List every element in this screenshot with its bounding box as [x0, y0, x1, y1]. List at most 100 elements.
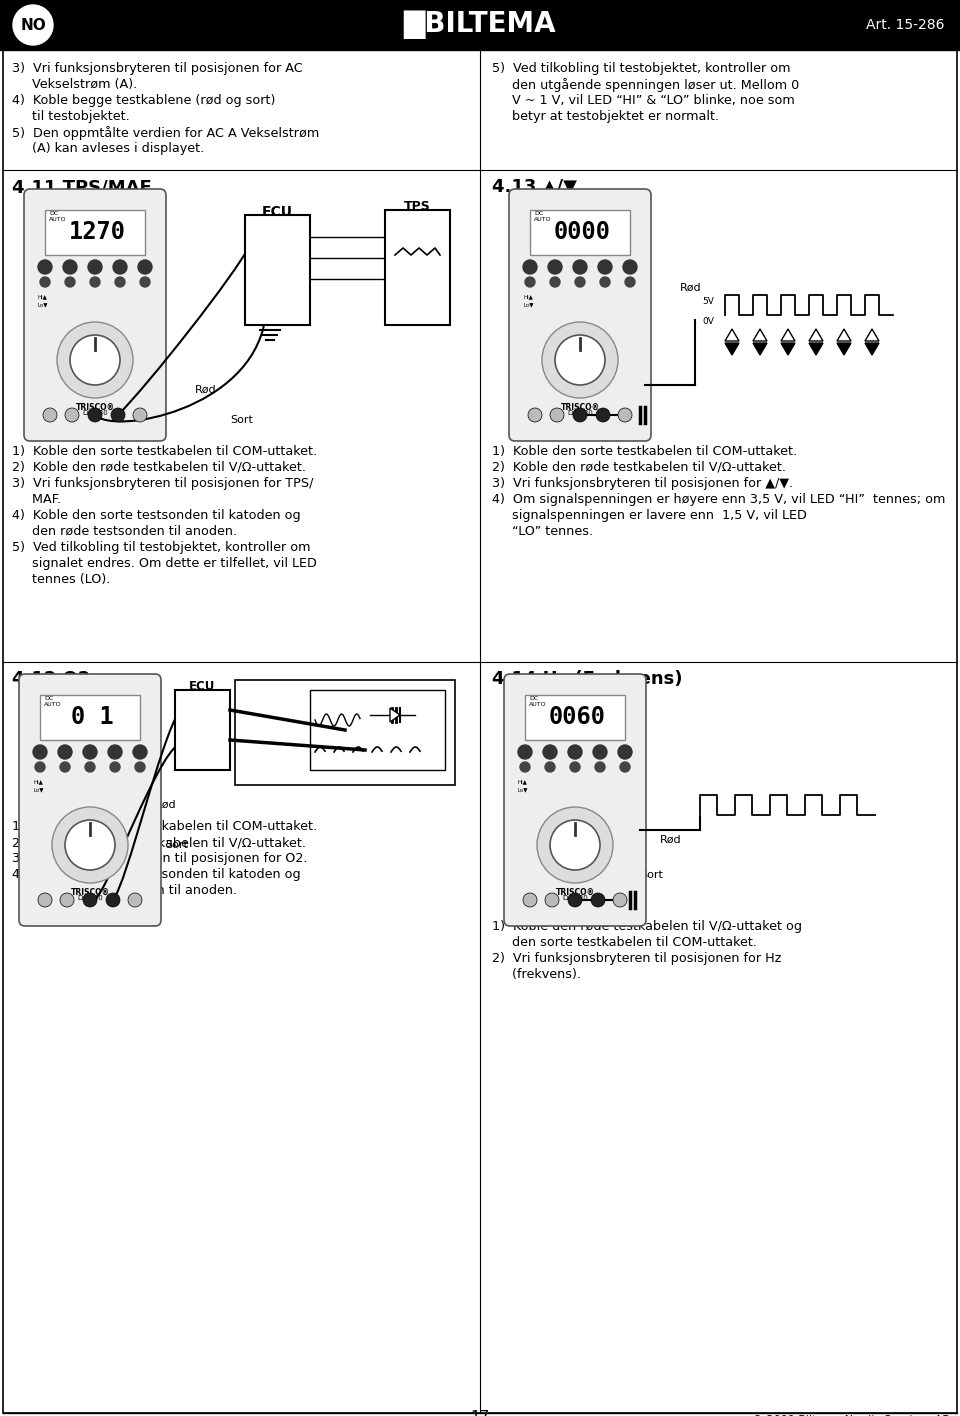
Circle shape	[128, 893, 142, 908]
Text: Hi▲: Hi▲	[33, 779, 43, 784]
Circle shape	[90, 278, 100, 287]
Text: 4)  Koble den sorte testsonden til katoden og: 4) Koble den sorte testsonden til katode…	[12, 508, 300, 523]
Text: 1)  Koble den røde testkabelen til V/Ω-uttaket og: 1) Koble den røde testkabelen til V/Ω-ut…	[492, 920, 802, 933]
Circle shape	[623, 261, 637, 275]
Text: Sort: Sort	[590, 433, 612, 443]
Text: MAF.: MAF.	[12, 493, 61, 506]
Text: Vekselstrøm (A).: Vekselstrøm (A).	[12, 78, 137, 91]
Text: “LO” tennes.: “LO” tennes.	[492, 525, 593, 538]
Text: betyr at testobjektet er normalt.: betyr at testobjektet er normalt.	[492, 110, 719, 123]
Text: V ~ 1 V, vil LED “HI” & “LO” blinke, noe som: V ~ 1 V, vil LED “HI” & “LO” blinke, noe…	[492, 93, 795, 108]
Text: 4.13 ▲/▼: 4.13 ▲/▼	[492, 178, 577, 195]
Circle shape	[548, 261, 562, 275]
Circle shape	[43, 408, 57, 422]
Text: TRISCO®: TRISCO®	[70, 888, 109, 896]
Circle shape	[543, 745, 557, 759]
Text: 3)  Vri funksjonsbryteren til posisjonen for O2.: 3) Vri funksjonsbryteren til posisjonen …	[12, 852, 307, 865]
Text: TRISCO®: TRISCO®	[76, 404, 114, 412]
Text: 4.12 O2: 4.12 O2	[12, 670, 90, 688]
Text: 3)  Vri funksjonsbryteren til posisjonen for TPS/: 3) Vri funksjonsbryteren til posisjonen …	[12, 477, 313, 490]
Text: █BILTEMA: █BILTEMA	[404, 11, 556, 40]
Circle shape	[111, 408, 125, 422]
Text: til testobjektet.: til testobjektet.	[12, 110, 130, 123]
Circle shape	[545, 762, 555, 772]
Text: D22: D22	[263, 289, 281, 297]
Circle shape	[570, 762, 580, 772]
Text: 1)  Koble den sorte testkabelen til COM-uttaket.: 1) Koble den sorte testkabelen til COM-u…	[12, 445, 317, 457]
Text: DC: DC	[529, 697, 539, 701]
Circle shape	[620, 762, 630, 772]
Circle shape	[600, 278, 610, 287]
Text: DA-830: DA-830	[83, 411, 108, 416]
Text: TPS: TPS	[403, 200, 430, 212]
Text: 2)  Koble den røde testkabelen til V/Ω-uttaket.: 2) Koble den røde testkabelen til V/Ω-ut…	[492, 462, 786, 474]
Polygon shape	[390, 708, 400, 722]
Circle shape	[115, 278, 125, 287]
Circle shape	[555, 336, 605, 385]
Bar	[175, 690, 230, 770]
Bar	[245, 215, 310, 326]
Polygon shape	[725, 343, 739, 355]
Circle shape	[65, 820, 115, 869]
Text: (A) kan avleses i displayet.: (A) kan avleses i displayet.	[12, 142, 204, 154]
Circle shape	[550, 278, 560, 287]
Circle shape	[135, 762, 145, 772]
Text: Hi▲: Hi▲	[523, 295, 533, 299]
Circle shape	[33, 745, 47, 759]
Circle shape	[13, 6, 53, 45]
Circle shape	[38, 893, 52, 908]
Text: 2)  Koble den røde testkabelen til V/Ω-uttaket.: 2) Koble den røde testkabelen til V/Ω-ut…	[12, 835, 306, 850]
Text: den røde testsonden til anoden.: den røde testsonden til anoden.	[12, 525, 237, 538]
Text: Lo▼: Lo▼	[518, 787, 529, 792]
Bar	[45, 210, 145, 255]
Circle shape	[83, 745, 97, 759]
Circle shape	[591, 893, 605, 908]
Bar	[235, 680, 455, 784]
Text: tennes (LO).: tennes (LO).	[12, 573, 110, 586]
Circle shape	[133, 745, 147, 759]
Circle shape	[38, 261, 52, 275]
Text: 1270: 1270	[68, 219, 126, 244]
Circle shape	[625, 278, 635, 287]
Circle shape	[550, 408, 564, 422]
Text: Lo▼: Lo▼	[38, 302, 49, 307]
Text: NO: NO	[20, 17, 46, 33]
Text: (frekvens).: (frekvens).	[492, 969, 581, 981]
Text: C1V98K6008-R: C1V98K6008-R	[247, 310, 304, 319]
Text: 3)  Vri funksjonsbryteren til posisjonen for ▲/▼.: 3) Vri funksjonsbryteren til posisjonen …	[492, 477, 793, 490]
Text: Art. 15-286: Art. 15-286	[867, 18, 945, 33]
Text: 5)  Ved tilkobling til testobjektet, kontroller om: 5) Ved tilkobling til testobjektet, kont…	[492, 62, 790, 75]
Text: DA-830: DA-830	[77, 895, 103, 901]
Circle shape	[523, 261, 537, 275]
Text: DA-830: DA-830	[563, 895, 588, 901]
Circle shape	[113, 261, 127, 275]
Circle shape	[598, 261, 612, 275]
Text: AUTO: AUTO	[529, 702, 546, 707]
Text: Sort: Sort	[640, 869, 662, 879]
Text: Hi▲: Hi▲	[518, 779, 528, 784]
Bar	[40, 695, 140, 741]
Text: den røde testsonden til anoden.: den røde testsonden til anoden.	[12, 884, 237, 896]
Text: 17: 17	[470, 1410, 490, 1416]
Text: 3)  Vri funksjonsbryteren til posisjonen for AC: 3) Vri funksjonsbryteren til posisjonen …	[12, 62, 302, 75]
Circle shape	[520, 762, 530, 772]
Circle shape	[523, 893, 537, 908]
Text: 0V: 0V	[702, 317, 714, 326]
Circle shape	[537, 807, 613, 884]
FancyBboxPatch shape	[24, 188, 166, 440]
Circle shape	[60, 893, 74, 908]
Circle shape	[138, 261, 152, 275]
Circle shape	[593, 745, 607, 759]
Text: 4)  Koble begge testkablene (rød og sort): 4) Koble begge testkablene (rød og sort)	[12, 93, 276, 108]
Circle shape	[85, 762, 95, 772]
Bar	[0, 0, 960, 50]
Circle shape	[618, 745, 632, 759]
Text: 4)  Koble den sorte testsonden til katoden og: 4) Koble den sorte testsonden til katode…	[12, 868, 300, 881]
Text: ECU: ECU	[189, 680, 215, 692]
Text: DC: DC	[49, 211, 59, 217]
Circle shape	[88, 261, 102, 275]
Text: 4)  Om signalspenningen er høyere enn 3,5 V, vil LED “HI”  tennes; om: 4) Om signalspenningen er høyere enn 3,5…	[492, 493, 946, 506]
Text: TRISCO®: TRISCO®	[561, 404, 600, 412]
Text: 5)  Ved tilkobling til testobjektet, kontroller om: 5) Ved tilkobling til testobjektet, kont…	[12, 541, 310, 554]
Bar	[310, 690, 445, 770]
